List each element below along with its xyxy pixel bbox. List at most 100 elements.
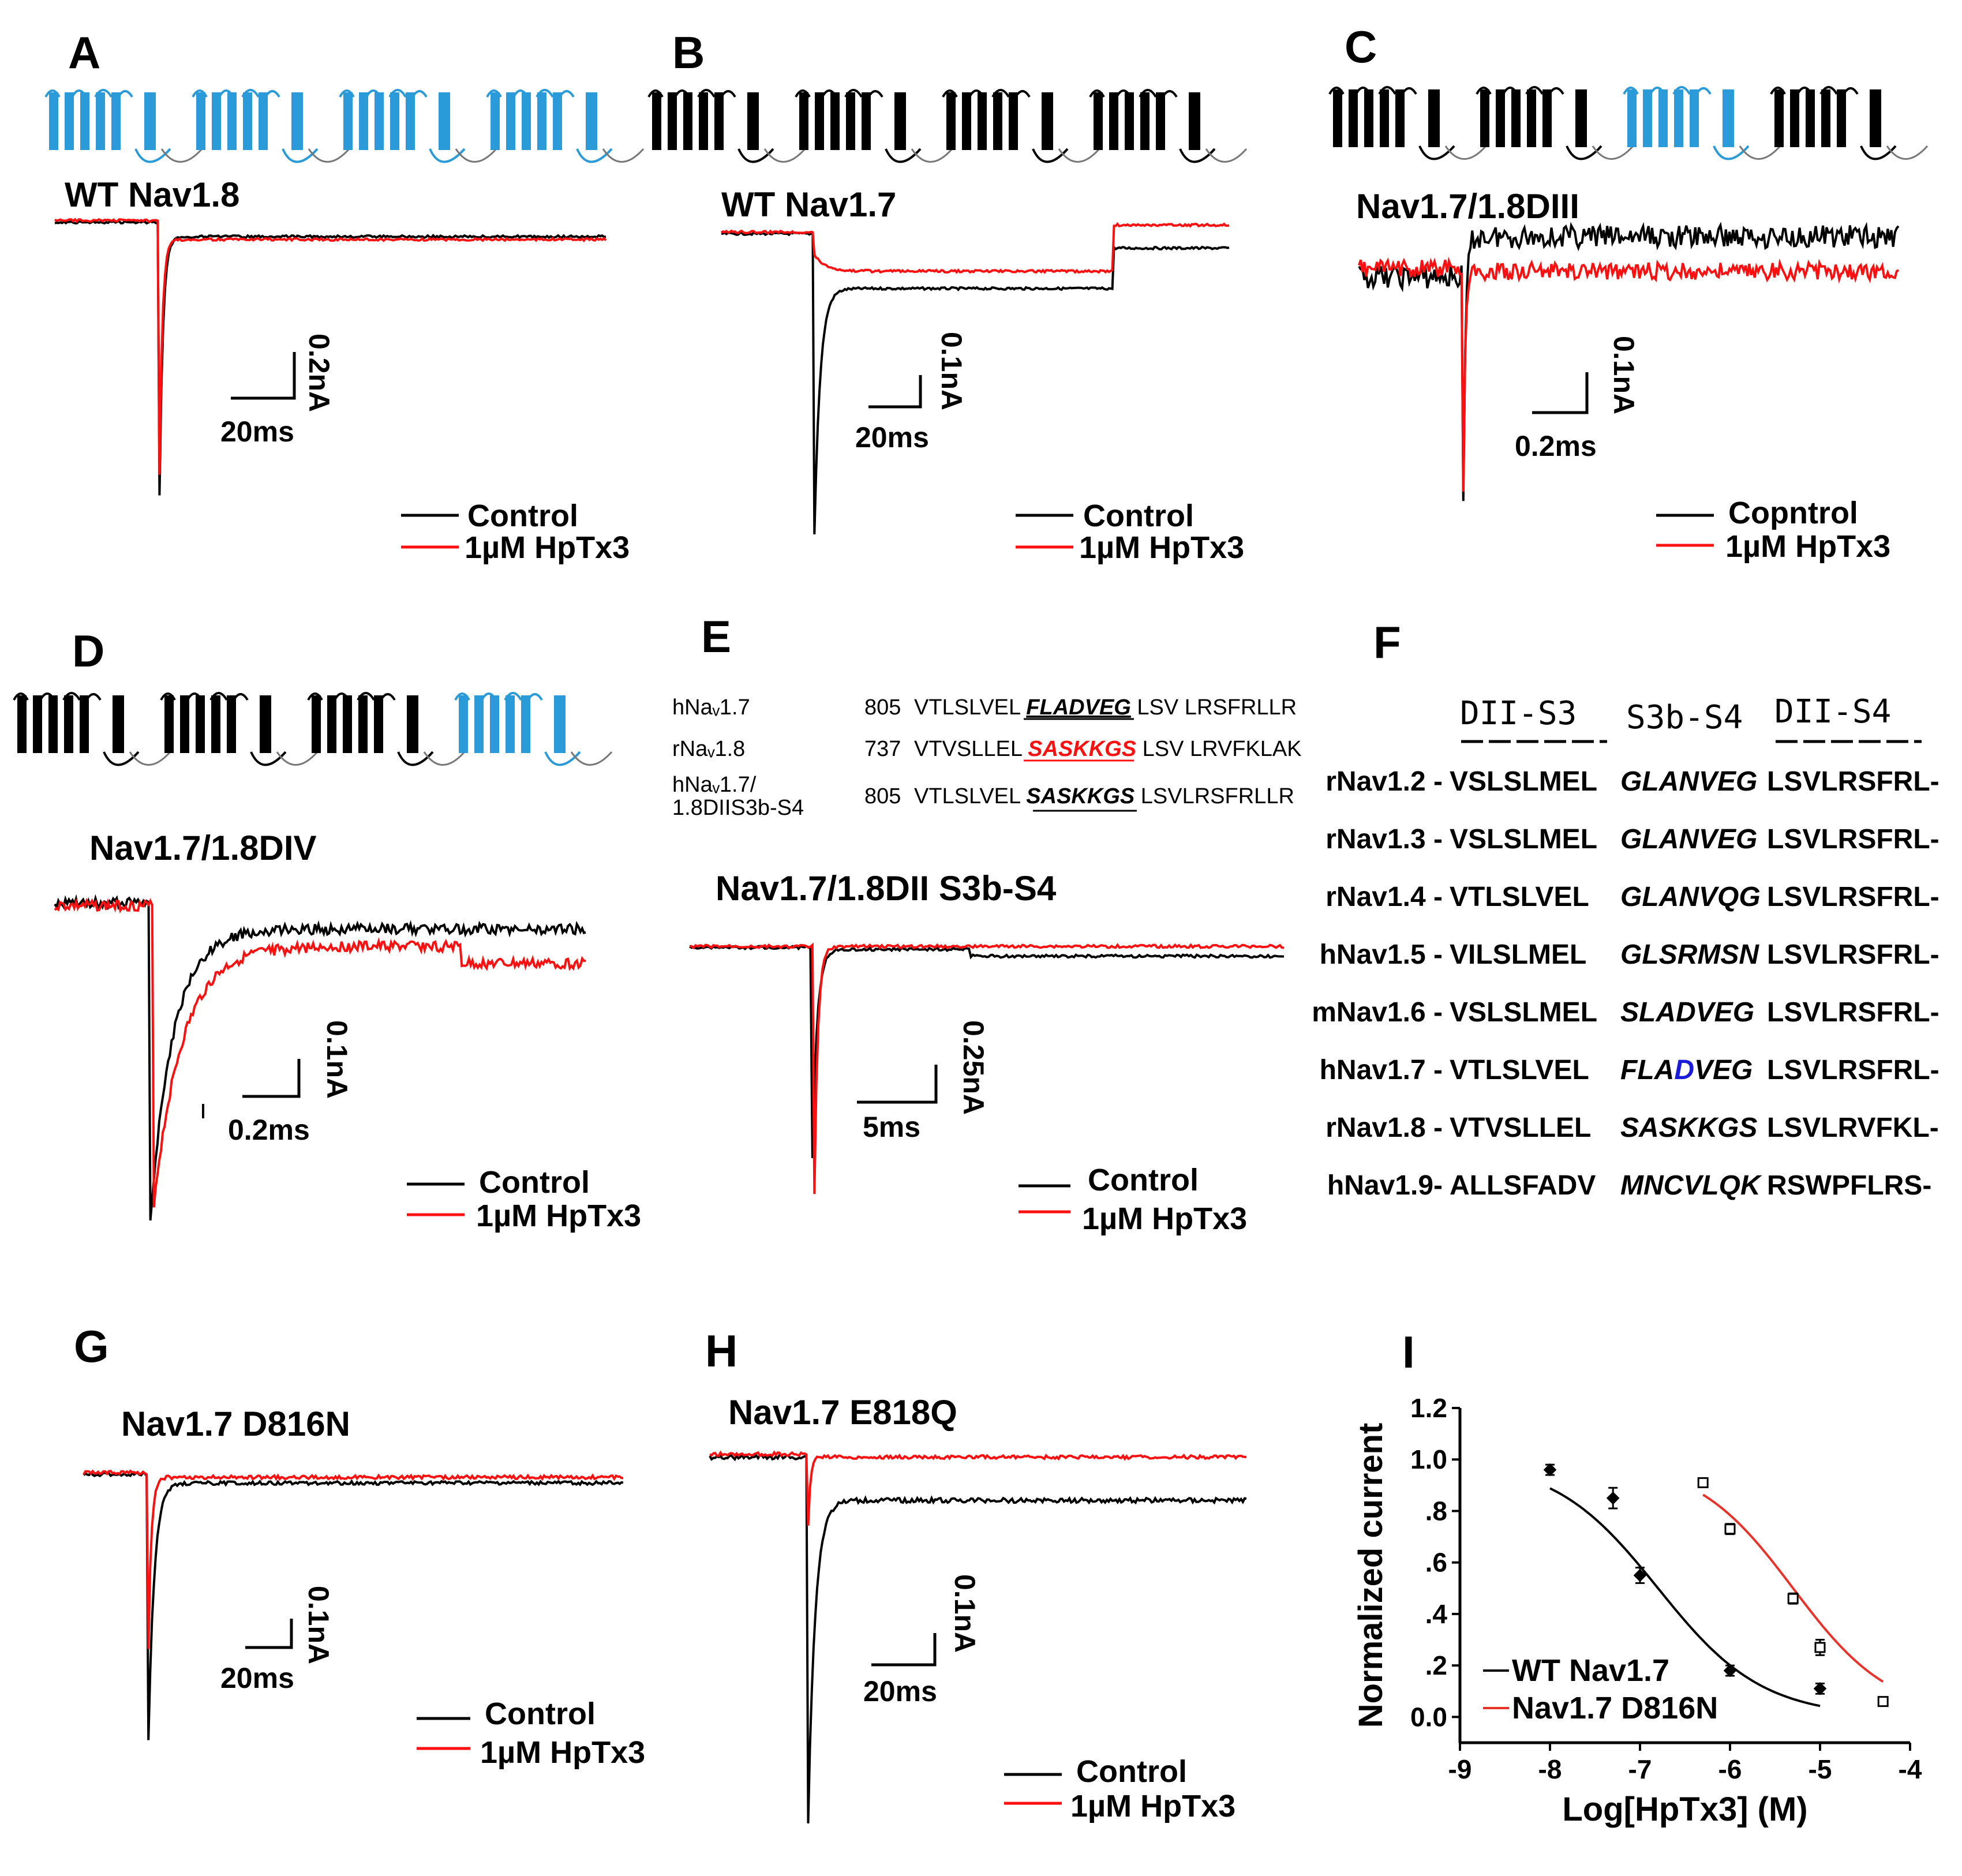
panel-e-title: Nav1.7/1.8DII S3b-S4 [716,869,1057,908]
channel-loop-top [942,89,1031,98]
channel-domain-3 [942,89,1100,163]
channel-segment [1527,89,1536,147]
channel-segment [1806,89,1815,147]
panel-g-scale-y: 0.1nA [302,1586,335,1664]
channel-loop-bottom [1032,148,1069,163]
channel-segment [111,92,121,150]
panel-f-row-s3: VILSLMEL [1450,939,1586,970]
channel-segment [17,695,27,753]
channel-segment [80,92,89,150]
x-tick-label: -4 [1899,1754,1922,1784]
panel-f-row: hNav1.7 - VTLSLVEL FLADVEG LSVLRSFRL- [1320,1055,1939,1085]
channel-segment-s6 [1723,89,1734,147]
control-trace [54,894,586,1221]
channel-segment-s6 [260,695,271,753]
channel-domain-2 [160,692,319,766]
channel-loop-bottom [282,148,319,163]
panel-a-legend-control: Control [467,499,578,533]
panel-b: B WT Nav1.7 20ms 0.1nA Control 1µM HpTx3 [647,27,1248,565]
channel-segment [1627,89,1637,147]
panel-f-row: rNav1.4 - VTLSLVEL GLANVQG LSVLRSFRL- [1326,882,1939,912]
panel-f-header-dii-s4: DII-S4 [1774,693,1891,731]
data-point [1877,1696,1889,1708]
channel-segment [1349,89,1358,147]
channel-linker [129,751,171,766]
channel-segment [474,695,484,753]
panel-e-scale-x: 5ms [863,1111,920,1143]
channel-loop-top [454,692,543,701]
panel-f-row-s3: VSLSLMEL [1450,766,1597,797]
panel-d-scale-y: 0.1nA [321,1020,353,1099]
channel-loop-top [13,692,102,701]
panel-a-scale-y: 0.2nA [303,334,335,412]
panel-h-scale-y: 0.1nA [949,1574,981,1653]
panel-b-scale-x: 20ms [855,421,929,454]
panel-f-row: hNav1.5 - VILSLMEL GLSRMSN LSVLRSFRL- [1320,939,1939,970]
channel-segment [343,695,352,753]
panel-f-row-s3b: MNCVLQK [1620,1170,1762,1201]
panel-d-scale-bar [242,1059,301,1098]
channel-segment [312,695,321,753]
panel-f-header-s3b-s4: S3b-S4 [1626,699,1743,736]
channel-segment [978,92,987,150]
panel-c-letter: C [1345,21,1377,72]
panel-f-row-s4: LSVLRSFRL- [1767,824,1939,855]
panel-f-row-s3: VTLSLVEL [1450,1055,1589,1085]
y-tick-label: .8 [1425,1496,1447,1526]
channel-segment-s6 [1042,92,1053,150]
series-2 [1697,1477,1889,1708]
x-tick-label: -7 [1628,1754,1652,1784]
channel-segment [196,92,205,150]
channel-linker [423,751,466,766]
panel-e-scale-y: 0.25nA [957,1020,990,1115]
channel-loop-top [1089,89,1178,98]
panel-g-traces [83,1469,624,1740]
channel-loop-bottom [737,148,774,163]
channel-segment [227,92,237,150]
channel-segment [1333,89,1342,147]
channel-loop-bottom [134,148,171,163]
channel-segment [652,92,661,150]
panel-d: D Nav1.7/1.8DIV 0.2ms 0.1nA Control 1µM … [13,626,641,1233]
panel-f-row-s4: LSVLRSFRL- [1767,882,1939,912]
channel-domain-1 [44,89,203,163]
channel-segment-s6 [1575,89,1587,147]
channel-domain-1 [13,692,171,766]
data-point [1633,1568,1647,1582]
data-point [1813,1682,1827,1695]
channel-segment [522,92,531,150]
panel-d-legend-control: Control [479,1165,590,1200]
legend-label: WT Nav1.7 [1512,1653,1669,1688]
channel-segment [946,92,956,150]
panel-d-channel-diagram [13,692,613,766]
channel-segment [490,695,499,753]
channel-loop-top [307,692,396,701]
channel-segment-s6 [113,695,124,753]
channel-segment [375,92,384,150]
channel-segment [1125,92,1134,150]
channel-loop-top [160,692,249,701]
channel-segment [799,92,808,150]
channel-segment [668,92,677,150]
panel-a: A WT Nav1.8 20ms 0.2nA Control 1µM HpTx3 [44,27,645,565]
panel-f-s3b-post: VEG [1694,1055,1753,1085]
panel-c-traces [1358,222,1900,501]
panel-e-seq-name-1: hNaᵥ1.7 [672,695,750,720]
channel-segment [553,92,562,150]
panel-d-traces [54,894,586,1221]
panel-f-letter: F [1373,617,1401,668]
panel-d-scale-x: 0.2ms [228,1114,310,1146]
channel-segment-s6 [407,695,418,753]
legend-label: Nav1.7 D816N [1512,1691,1718,1725]
channel-segment [259,92,268,150]
panel-e-legend-control: Control [1088,1163,1199,1197]
panel-e-legend-hptx3: 1µM HpTx3 [1082,1201,1247,1236]
channel-segment [65,92,74,150]
panel-g: G Nav1.7 D816N 20ms 0.1nA Control 1µM Hp… [74,1321,645,1770]
channel-linker [160,148,203,163]
panel-h-scale-x: 20ms [863,1675,937,1708]
channel-segment [1496,89,1505,147]
channel-domain-2 [192,89,350,163]
channel-segment [1511,89,1521,147]
